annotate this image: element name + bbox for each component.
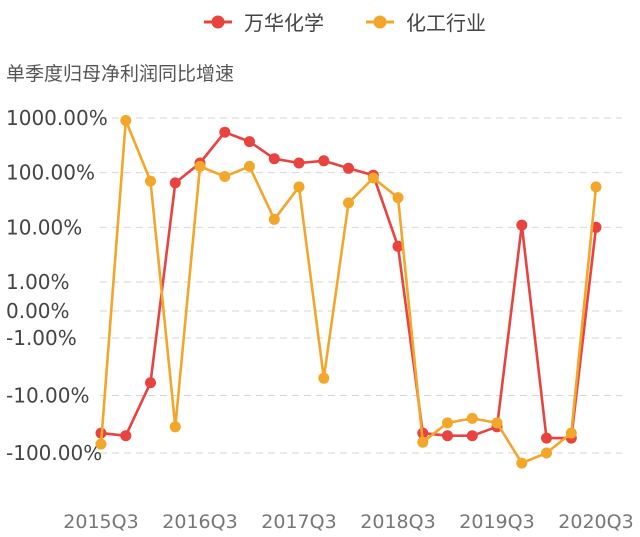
data-point[interactable] — [343, 162, 354, 174]
data-point[interactable] — [516, 219, 528, 231]
legend-label-2[interactable]: 化工行业 — [406, 11, 486, 35]
series-layer — [95, 115, 602, 469]
data-point[interactable] — [541, 447, 552, 459]
data-point[interactable] — [219, 126, 231, 138]
data-point[interactable] — [169, 421, 181, 433]
x-tick-label: 2020Q3 — [558, 511, 633, 533]
data-point[interactable] — [516, 457, 528, 469]
data-point[interactable] — [466, 430, 478, 442]
y-tick-label: 1.00% — [6, 270, 70, 294]
data-point[interactable] — [95, 438, 107, 450]
data-point[interactable] — [466, 412, 478, 424]
data-point[interactable] — [343, 197, 354, 209]
data-point[interactable] — [392, 240, 404, 252]
data-point[interactable] — [491, 417, 503, 429]
data-point[interactable] — [145, 175, 156, 187]
data-point[interactable] — [268, 213, 280, 225]
y-tick-label: 10.00% — [6, 215, 82, 239]
data-point[interactable] — [392, 192, 404, 204]
data-point[interactable] — [293, 181, 305, 193]
x-axis: 2015Q3 2016Q3 2017Q3 2018Q3 2019Q3 2020Q3 — [63, 511, 633, 533]
data-point[interactable] — [244, 136, 255, 148]
x-tick-label: 2019Q3 — [459, 511, 534, 533]
data-point[interactable] — [442, 417, 453, 429]
data-point[interactable] — [244, 160, 255, 172]
chart-subtitle: 单季度归母净利润同比增速 — [6, 63, 234, 85]
data-point[interactable] — [145, 377, 156, 389]
data-point[interactable] — [120, 115, 132, 126]
data-point[interactable] — [120, 430, 132, 442]
data-point[interactable] — [590, 181, 602, 193]
x-tick-label: 2015Q3 — [63, 511, 138, 533]
data-point[interactable] — [442, 430, 453, 442]
data-point[interactable] — [565, 427, 577, 439]
x-tick-label: 2017Q3 — [261, 511, 336, 533]
data-point[interactable] — [541, 432, 552, 444]
data-point[interactable] — [268, 153, 280, 165]
data-point[interactable] — [417, 436, 429, 448]
y-tick-label: -1.00% — [6, 326, 77, 350]
y-axis: 1000.00% 100.00% 10.00% 1.00% 0.00% -1.00% -10… — [6, 106, 108, 465]
legend-marker-2 — [373, 15, 387, 29]
legend-label-1[interactable]: 万华化学 — [244, 11, 324, 35]
y-tick-label: 0.00% — [6, 299, 70, 323]
y-tick-label: -10.00% — [6, 384, 89, 408]
legend: 万华化学 化工行业 — [204, 11, 486, 35]
data-point[interactable] — [318, 372, 330, 384]
data-point[interactable] — [194, 160, 206, 172]
x-tick-label: 2018Q3 — [360, 511, 435, 533]
data-point[interactable] — [293, 157, 305, 169]
data-point[interactable] — [169, 177, 181, 189]
y-tick-label: 1000.00% — [6, 106, 108, 130]
data-point[interactable] — [318, 155, 330, 167]
gridlines — [100, 117, 622, 454]
x-tick-label: 2016Q3 — [162, 511, 237, 533]
y-tick-label: 100.00% — [6, 161, 95, 185]
data-point[interactable] — [219, 171, 231, 182]
y-tick-label: -100.00% — [6, 441, 102, 465]
data-point[interactable] — [367, 172, 379, 184]
legend-marker-1 — [211, 15, 225, 29]
